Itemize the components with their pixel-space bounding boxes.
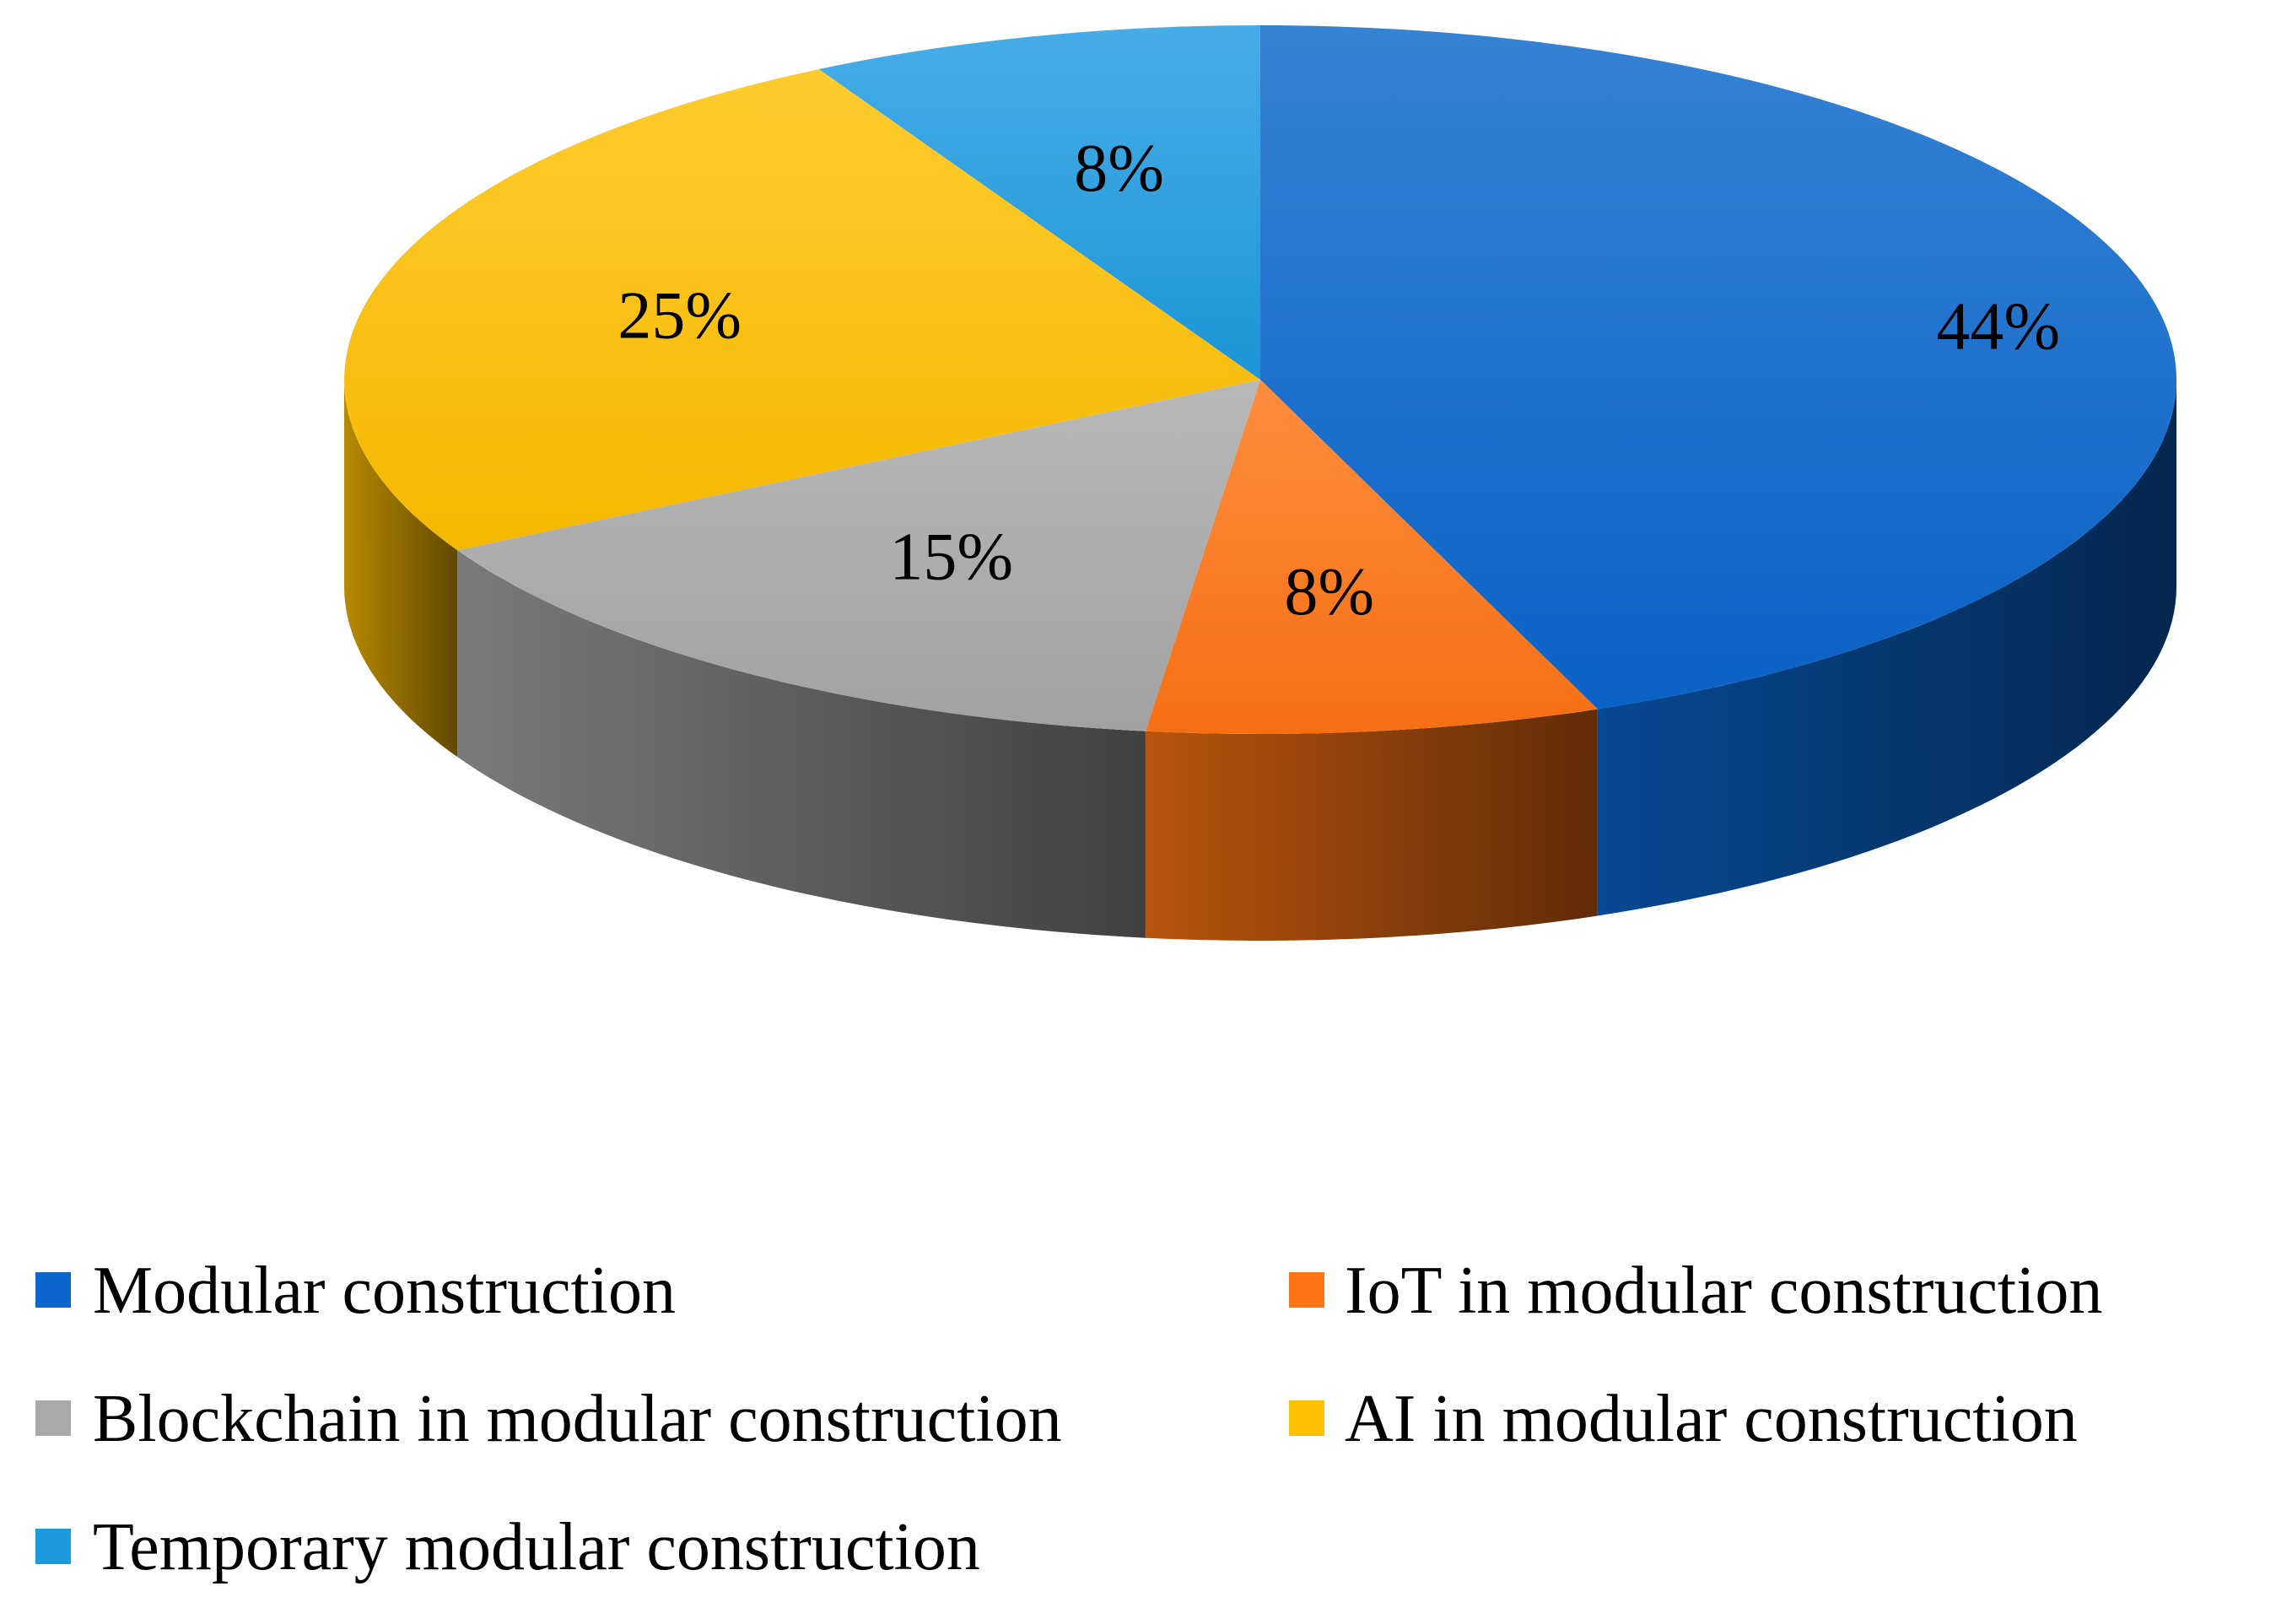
legend-swatch-modular-construction: [35, 1272, 71, 1308]
pie-side-walls: [344, 380, 2176, 941]
pie-data-labels: 44% 8% 15% 25% 8%: [618, 132, 2060, 629]
data-label-iot-in-modular-construction: 8%: [1284, 555, 1374, 629]
legend-swatch-ai-in-modular-construction: [1289, 1400, 1324, 1436]
legend-swatch-iot-in-modular-construction: [1289, 1272, 1324, 1308]
legend-item-temporary-modular-construction[interactable]: Temporary modular construction: [35, 1510, 980, 1584]
pie-side-modular-construction: [1597, 380, 2176, 916]
pie-slice-modular-construction[interactable]: [1260, 25, 2176, 709]
legend-item-iot-in-modular-construction[interactable]: IoT in modular construction: [1289, 1254, 2102, 1328]
pie-slice-temporary-modular-construction[interactable]: [818, 25, 1260, 380]
legend-swatch-blockchain-in-modular-construction: [35, 1400, 71, 1436]
data-label-temporary-modular-construction: 8%: [1074, 132, 1164, 206]
data-label-modular-construction: 44%: [1936, 290, 2060, 364]
legend-swatch-temporary-modular-construction: [35, 1529, 71, 1564]
legend-label-blockchain-in-modular-construction: Blockchain in modular construction: [93, 1382, 1062, 1456]
pie-side-blockchain-in-modular-construction: [457, 550, 1146, 938]
legend-label-temporary-modular-construction: Temporary modular construction: [93, 1510, 980, 1584]
legend: Modular construction IoT in modular cons…: [35, 1254, 2102, 1584]
legend-label-ai-in-modular-construction: AI in modular construction: [1345, 1382, 2078, 1456]
legend-label-iot-in-modular-construction: IoT in modular construction: [1345, 1254, 2102, 1328]
legend-item-modular-construction[interactable]: Modular construction: [35, 1254, 676, 1328]
legend-item-ai-in-modular-construction[interactable]: AI in modular construction: [1289, 1382, 2078, 1456]
pie-top-faces: [344, 25, 2176, 735]
pie-slice-blockchain-in-modular-construction[interactable]: [457, 380, 1260, 731]
data-label-blockchain-in-modular-construction: 15%: [889, 520, 1013, 594]
pie-side-ai-in-modular-construction: [344, 380, 458, 758]
legend-item-blockchain-in-modular-construction[interactable]: Blockchain in modular construction: [35, 1382, 1062, 1456]
pie-slice-ai-in-modular-construction[interactable]: [344, 69, 1260, 551]
pie-slice-iot-in-modular-construction[interactable]: [1145, 380, 1598, 735]
data-label-ai-in-modular-construction: 25%: [618, 279, 742, 353]
pie-side-iot-in-modular-construction: [1145, 709, 1598, 941]
legend-label-modular-construction: Modular construction: [93, 1254, 676, 1328]
